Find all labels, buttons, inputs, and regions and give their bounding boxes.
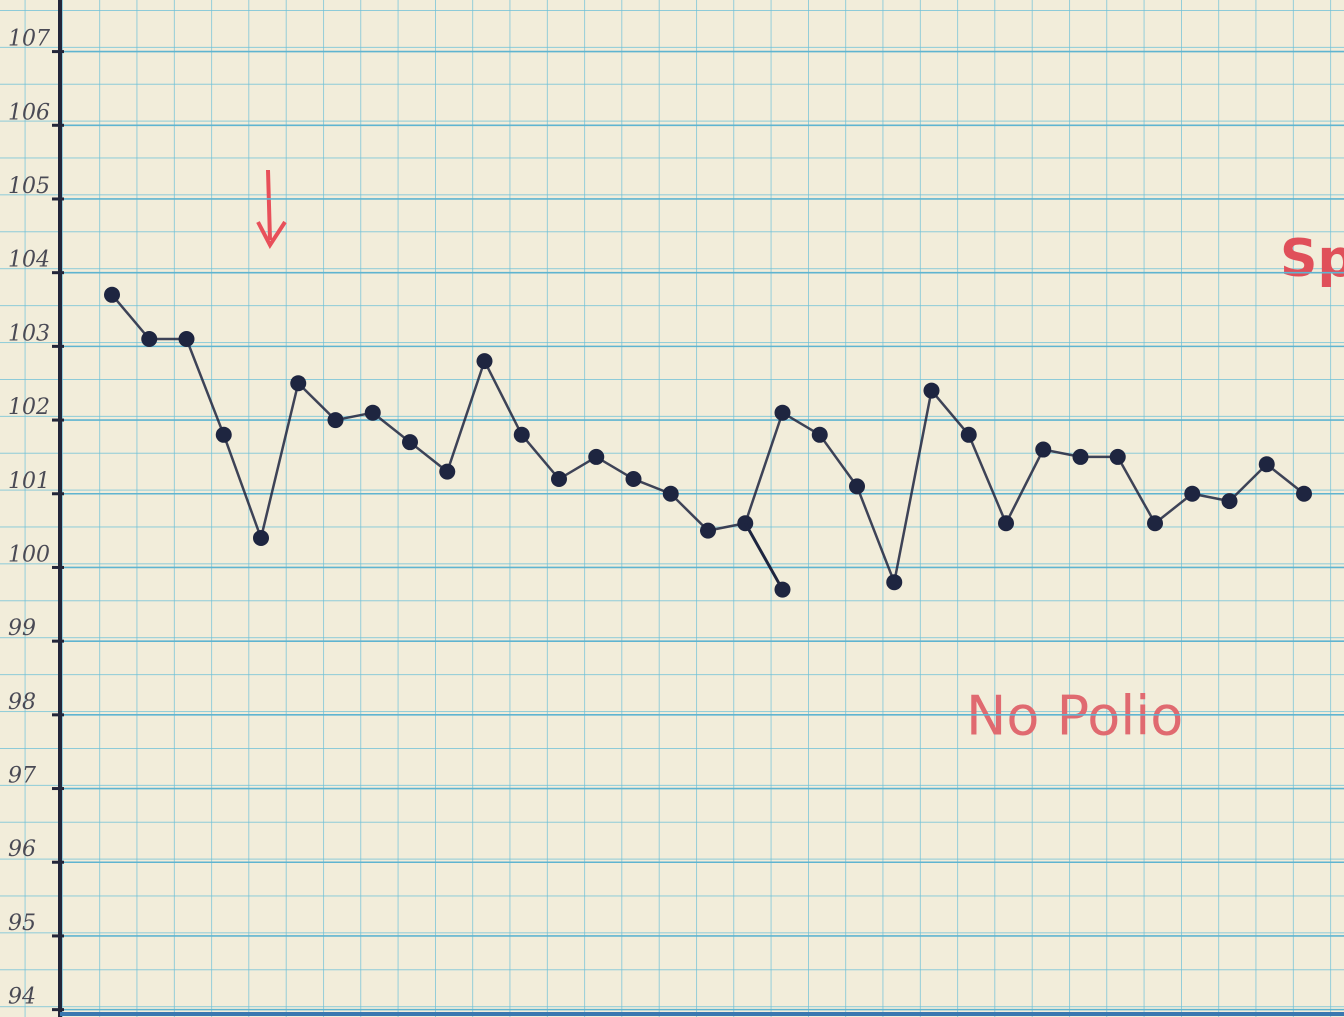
point xyxy=(104,286,120,303)
point xyxy=(998,515,1014,532)
point xyxy=(253,529,269,546)
y-tick-label: 105 xyxy=(8,174,50,199)
point xyxy=(662,485,679,502)
point xyxy=(811,426,828,443)
point xyxy=(551,471,567,488)
arrow xyxy=(256,169,287,249)
point xyxy=(700,522,716,539)
y-tick-label: 101 xyxy=(8,469,50,494)
y-tick-label: 100 xyxy=(8,542,50,567)
point xyxy=(1035,441,1052,458)
point xyxy=(476,353,493,370)
point xyxy=(1184,485,1201,502)
y-tick-label: 99 xyxy=(8,616,36,641)
y-tick-label: 98 xyxy=(8,690,36,715)
point xyxy=(588,448,605,465)
point xyxy=(439,463,456,480)
y-tick-label: 104 xyxy=(8,248,50,273)
point xyxy=(625,471,642,488)
point xyxy=(923,382,940,399)
y-tick-label: 96 xyxy=(8,837,36,862)
y-tick-label: 106 xyxy=(8,100,50,125)
y-tick-label: 107 xyxy=(8,27,50,52)
point xyxy=(774,404,791,421)
point xyxy=(327,412,344,429)
point xyxy=(774,581,791,598)
point xyxy=(1147,515,1163,532)
point xyxy=(886,574,903,591)
point xyxy=(178,331,195,347)
point xyxy=(1109,448,1126,465)
point xyxy=(960,426,977,443)
connector xyxy=(743,522,784,591)
y-tick-label: 95 xyxy=(8,911,36,936)
point xyxy=(215,426,232,443)
point xyxy=(290,375,307,392)
point xyxy=(1072,448,1089,465)
annotation: No Polio xyxy=(966,685,1183,748)
point xyxy=(849,478,865,495)
y-tick-label: 94 xyxy=(8,985,36,1010)
point xyxy=(364,404,381,421)
point xyxy=(1258,456,1275,473)
point xyxy=(513,426,530,443)
point xyxy=(1296,485,1312,502)
point xyxy=(1221,493,1238,510)
point xyxy=(141,331,158,347)
point xyxy=(402,434,418,451)
plot: 94 95 96 97 98 99 100 101 102 103 104 105 106 107 xyxy=(8,27,1344,1012)
y-tick-label: 97 xyxy=(8,764,36,789)
y-tick-label: 102 xyxy=(8,395,50,420)
annotation: Sp xyxy=(1280,229,1344,289)
y-tick-label: 103 xyxy=(8,321,50,346)
